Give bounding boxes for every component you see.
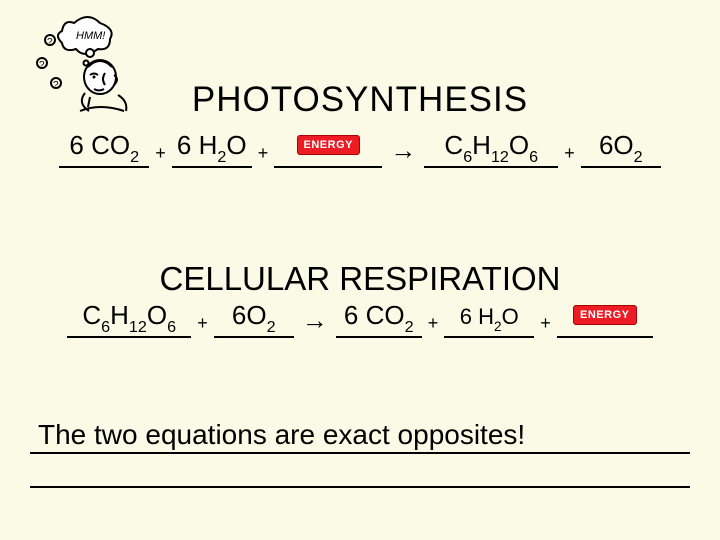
svg-text:HMM!: HMM! <box>76 30 105 42</box>
plus-sign: + <box>538 313 553 338</box>
energy-icon: ENERGY <box>573 305 636 325</box>
ps-product-2: 6O2 <box>581 134 661 168</box>
ps-reactant-energy: ENERGY <box>274 134 382 168</box>
photosynthesis-equation: 6 CO2 + 6 H2O + ENERGY → C6H12O6 + 6O2 <box>0 134 720 168</box>
plus-sign: + <box>562 143 577 168</box>
plus-sign: + <box>256 143 271 168</box>
plus-sign: + <box>195 313 210 338</box>
cr-product-1: 6 CO2 <box>336 304 422 338</box>
cr-reactant-1: C6H12O6 <box>67 304 191 338</box>
respiration-title: CELLULAR RESPIRATION <box>0 260 720 298</box>
respiration-equation: C6H12O6 + 6O2 → 6 CO2 + 6 H2O + ENERGY <box>0 304 720 338</box>
photosynthesis-title: PHOTOSYNTHESIS <box>0 80 720 120</box>
arrow-icon: → <box>386 135 420 168</box>
cr-reactant-2: 6O2 <box>214 304 294 338</box>
svg-text:?: ? <box>39 60 45 71</box>
cr-product-2: 6 H2O <box>444 304 534 338</box>
svg-text:?: ? <box>47 37 53 48</box>
arrow-icon: → <box>298 305 332 338</box>
ps-product-1: C6H12O6 <box>424 134 558 168</box>
slide-root: ? ? ? HMM! PHOTOSYNTHESI <box>0 0 720 540</box>
conclusion-text: The two equations are exact opposites! <box>30 419 525 450</box>
plus-sign: + <box>153 143 168 168</box>
energy-icon: ENERGY <box>297 135 360 155</box>
cr-product-energy: ENERGY <box>557 304 653 338</box>
plus-sign: + <box>426 313 441 338</box>
ps-reactant-1: 6 CO2 <box>59 134 149 168</box>
conclusion: The two equations are exact opposites! <box>30 420 690 488</box>
ps-reactant-2: 6 H2O <box>172 134 252 168</box>
